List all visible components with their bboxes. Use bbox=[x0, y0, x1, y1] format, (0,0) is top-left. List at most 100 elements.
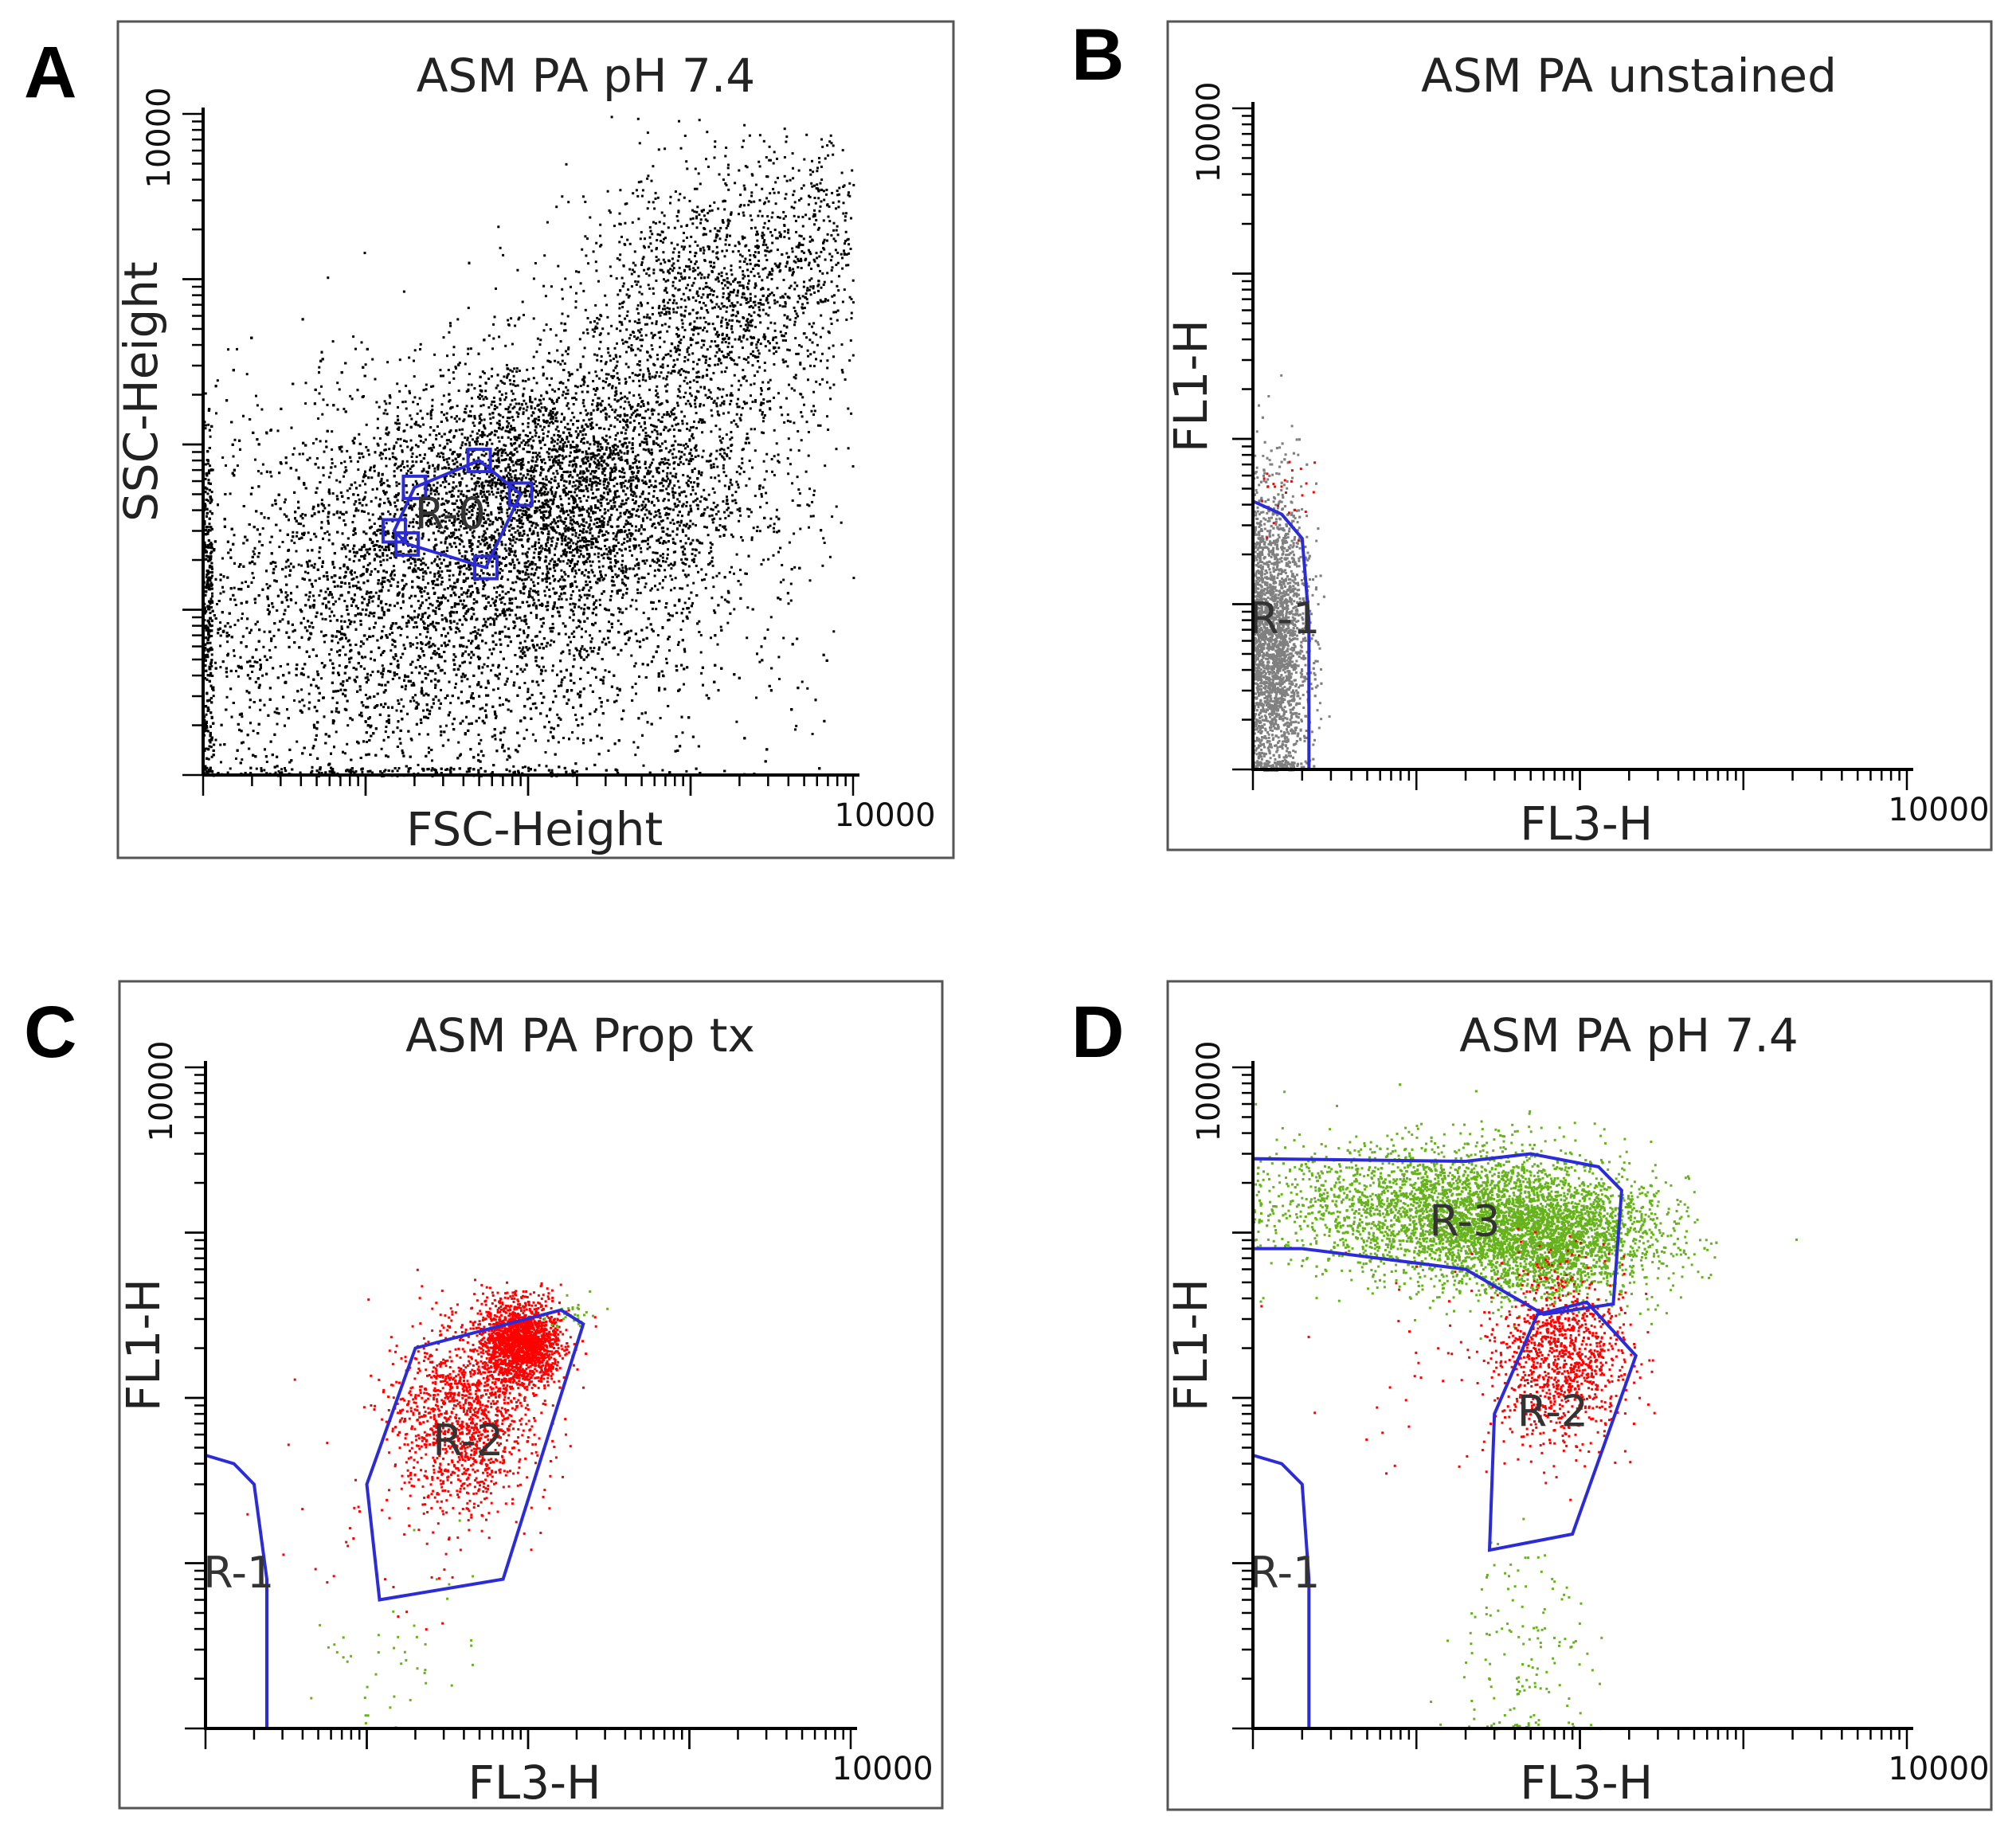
event-point bbox=[513, 564, 516, 567]
event-point bbox=[531, 733, 534, 736]
event-point bbox=[676, 644, 679, 646]
event-point bbox=[468, 685, 472, 688]
event-point bbox=[435, 621, 438, 624]
event-point bbox=[249, 706, 252, 709]
event-point bbox=[472, 602, 476, 605]
event-point bbox=[432, 620, 434, 624]
event-point bbox=[582, 520, 585, 523]
event-point bbox=[527, 576, 530, 579]
event-point bbox=[542, 665, 545, 668]
event-point bbox=[233, 654, 236, 657]
plot-title: ASM PA pH 7.4 bbox=[417, 49, 755, 103]
event-point bbox=[273, 710, 276, 714]
event-point bbox=[302, 524, 305, 527]
event-point bbox=[293, 447, 296, 450]
event-point bbox=[371, 600, 374, 603]
event-point bbox=[242, 741, 245, 744]
event-point bbox=[600, 705, 603, 708]
event-point bbox=[241, 581, 244, 585]
event-point bbox=[634, 754, 637, 757]
event-point bbox=[460, 679, 464, 683]
event-point bbox=[535, 664, 538, 667]
event-point bbox=[361, 770, 364, 773]
event-point bbox=[491, 597, 494, 601]
event-point bbox=[542, 679, 545, 682]
event-point bbox=[347, 619, 350, 622]
event-point bbox=[826, 415, 828, 418]
event-point bbox=[525, 728, 528, 731]
event-point bbox=[391, 643, 394, 646]
event-point bbox=[531, 703, 534, 706]
event-point bbox=[461, 603, 464, 606]
event-point bbox=[305, 561, 308, 564]
event-point bbox=[338, 597, 341, 601]
event-point bbox=[207, 632, 210, 636]
event-point bbox=[351, 547, 354, 550]
event-point bbox=[209, 597, 213, 601]
event-point bbox=[589, 684, 592, 687]
event-point bbox=[334, 465, 337, 468]
event-point bbox=[335, 730, 338, 734]
event-point bbox=[252, 576, 255, 579]
event-point bbox=[274, 646, 277, 649]
event-point bbox=[523, 765, 527, 769]
event-point bbox=[448, 322, 452, 325]
event-point bbox=[505, 556, 508, 559]
event-point bbox=[393, 470, 396, 473]
event-point bbox=[582, 742, 585, 745]
event-point bbox=[381, 664, 384, 667]
event-point bbox=[495, 466, 499, 469]
event-point bbox=[281, 618, 284, 621]
event-point bbox=[428, 614, 431, 617]
event-point bbox=[229, 492, 232, 495]
event-point bbox=[256, 404, 259, 407]
event-point bbox=[440, 583, 443, 586]
event-point bbox=[573, 554, 576, 558]
event-point bbox=[470, 615, 473, 618]
event-point bbox=[308, 456, 311, 460]
event-point bbox=[609, 595, 613, 597]
event-point bbox=[464, 605, 468, 608]
event-point bbox=[779, 598, 782, 601]
event-point bbox=[447, 738, 450, 742]
event-point bbox=[343, 475, 345, 478]
event-point bbox=[259, 659, 261, 661]
event-point bbox=[392, 656, 395, 659]
event-point bbox=[595, 708, 597, 711]
event-point bbox=[211, 574, 213, 577]
event-point bbox=[245, 627, 249, 630]
event-point bbox=[467, 307, 470, 310]
panel-a: A ASM PA pH 7.4R-01000010000FSC-HeightSSC… bbox=[24, 20, 955, 859]
event-point bbox=[205, 653, 208, 656]
event-point bbox=[436, 452, 440, 456]
event-point bbox=[438, 656, 441, 659]
event-point bbox=[207, 499, 210, 503]
event-point bbox=[346, 544, 350, 547]
event-point bbox=[263, 769, 266, 772]
event-point bbox=[424, 666, 427, 668]
event-point bbox=[613, 584, 616, 587]
event-point bbox=[410, 671, 413, 675]
event-point bbox=[216, 379, 219, 382]
event-point bbox=[365, 503, 368, 507]
event-point bbox=[226, 771, 229, 774]
event-point bbox=[207, 529, 210, 531]
event-point bbox=[206, 653, 209, 656]
event-point bbox=[431, 759, 433, 762]
event-point bbox=[364, 613, 367, 617]
event-point bbox=[210, 653, 213, 656]
event-point bbox=[251, 671, 254, 673]
event-point bbox=[292, 630, 295, 633]
event-point bbox=[571, 731, 574, 734]
event-point bbox=[387, 670, 390, 673]
event-point bbox=[431, 604, 434, 607]
event-point bbox=[515, 575, 519, 578]
event-point bbox=[307, 598, 310, 601]
event-point bbox=[658, 687, 661, 690]
event-point bbox=[434, 671, 437, 675]
event-point bbox=[618, 567, 620, 570]
event-point bbox=[496, 585, 499, 589]
event-point bbox=[209, 581, 213, 585]
event-point bbox=[642, 611, 645, 614]
event-point bbox=[297, 563, 300, 566]
